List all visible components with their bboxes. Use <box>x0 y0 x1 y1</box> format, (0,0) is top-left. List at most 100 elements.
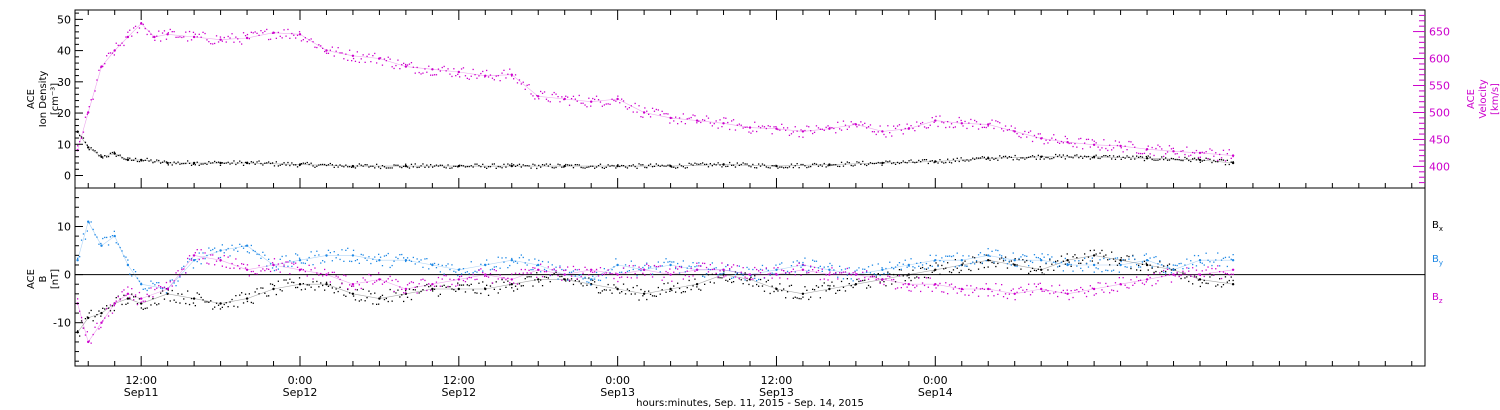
data-point <box>711 125 713 127</box>
legend-bz-label: Bz <box>1432 292 1443 305</box>
data-point <box>322 275 324 277</box>
data-point <box>219 308 222 310</box>
data-point-anchor <box>669 273 672 276</box>
data-point <box>912 284 914 286</box>
data-point <box>1076 257 1078 259</box>
data-point <box>1045 289 1047 291</box>
data-point <box>268 258 270 260</box>
data-point <box>898 124 901 126</box>
data-point <box>765 281 767 283</box>
data-point <box>916 121 918 123</box>
data-point <box>588 281 590 284</box>
top-right-tick-label: 400 <box>1429 160 1450 173</box>
data-point <box>439 164 441 166</box>
data-point <box>960 264 962 266</box>
data-point <box>597 275 600 277</box>
data-point <box>1012 263 1014 265</box>
data-point <box>800 274 802 276</box>
data-point <box>1078 262 1080 264</box>
data-point <box>875 162 877 164</box>
data-point-anchor <box>1231 268 1235 271</box>
data-point <box>565 280 567 282</box>
data-point <box>138 280 141 282</box>
data-point-anchor <box>616 287 619 291</box>
data-point <box>1089 285 1091 287</box>
data-point <box>1184 264 1186 266</box>
data-point <box>300 40 303 42</box>
data-point <box>1157 144 1159 146</box>
data-point <box>1057 266 1059 268</box>
data-point <box>482 70 484 73</box>
data-point <box>331 287 333 289</box>
data-point <box>511 163 513 165</box>
data-point <box>910 290 912 292</box>
data-point <box>827 125 829 127</box>
data-point <box>584 167 586 169</box>
data-point <box>478 75 480 77</box>
data-point <box>617 95 619 97</box>
data-point <box>615 100 617 102</box>
data-point <box>154 161 156 163</box>
data-point <box>707 268 710 270</box>
data-point <box>540 90 542 93</box>
data-point <box>229 37 231 39</box>
data-point <box>1039 282 1041 284</box>
data-point <box>962 125 964 127</box>
data-point <box>715 164 717 166</box>
data-point <box>1176 273 1178 275</box>
data-point <box>324 50 326 53</box>
data-point <box>1016 158 1018 160</box>
data-point <box>451 264 453 266</box>
data-point <box>505 286 507 288</box>
data-point <box>696 122 698 124</box>
data-point <box>692 285 694 287</box>
data-point <box>883 283 885 286</box>
data-point <box>748 283 750 286</box>
data-point <box>107 52 110 54</box>
data-point <box>804 257 806 259</box>
data-point <box>163 30 166 32</box>
data-point <box>1230 273 1232 275</box>
data-point <box>107 315 110 317</box>
data-point <box>258 293 260 295</box>
data-point-anchor <box>1145 278 1149 281</box>
data-point <box>916 285 918 287</box>
data-point <box>82 327 85 329</box>
data-point <box>513 290 515 292</box>
data-point <box>1201 151 1203 153</box>
data-point <box>171 164 173 166</box>
data-point <box>312 278 314 280</box>
data-point <box>1035 270 1037 272</box>
data-point <box>246 264 249 266</box>
data-point <box>408 167 411 169</box>
data-point <box>160 40 162 42</box>
data-point <box>906 123 908 125</box>
data-point <box>1143 152 1146 154</box>
data-point <box>785 297 787 299</box>
data-point-anchor <box>881 161 884 165</box>
data-point <box>462 284 465 286</box>
data-point <box>663 283 665 285</box>
data-point <box>707 271 710 273</box>
data-point <box>1111 289 1113 291</box>
data-point <box>812 259 814 261</box>
data-point <box>248 275 250 277</box>
data-point <box>1080 155 1082 157</box>
data-point <box>646 298 648 301</box>
data-point <box>322 284 324 287</box>
data-point <box>530 167 532 169</box>
data-point <box>156 159 158 161</box>
data-point <box>1084 155 1086 157</box>
data-point <box>771 272 773 274</box>
data-point <box>1207 266 1209 268</box>
data-point <box>619 292 621 294</box>
data-point-anchor <box>987 157 990 160</box>
data-point <box>239 41 241 43</box>
data-point <box>570 98 573 100</box>
data-point <box>702 262 704 264</box>
data-point <box>1014 299 1016 301</box>
data-point <box>486 167 488 169</box>
data-point-anchor <box>140 158 143 162</box>
data-point <box>646 167 648 169</box>
data-point-anchor <box>775 287 778 291</box>
